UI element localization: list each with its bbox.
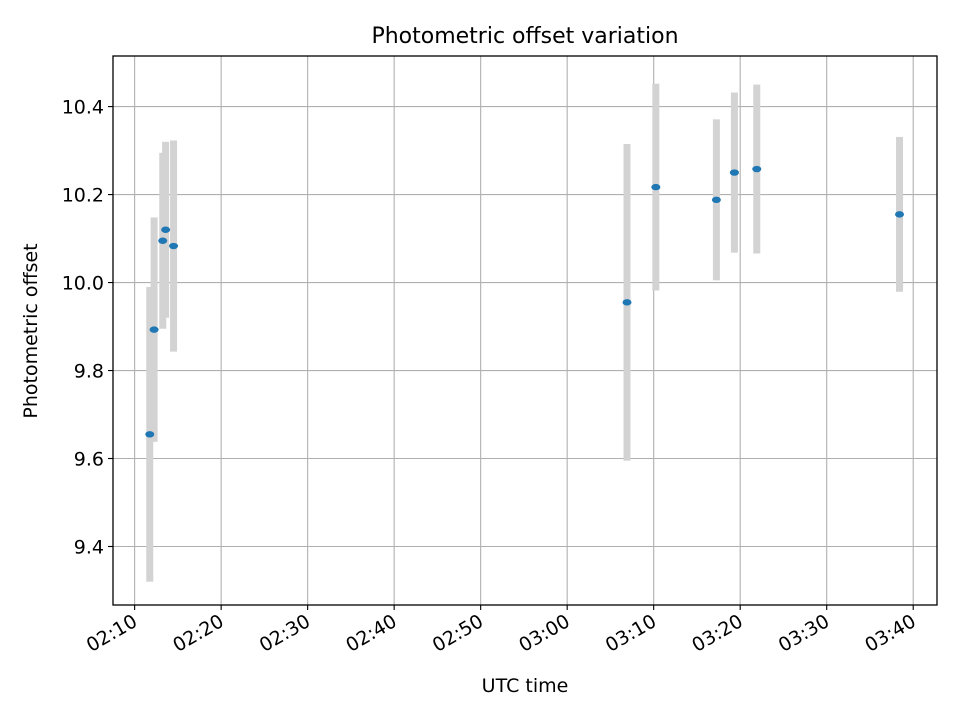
data-points — [145, 165, 905, 438]
data-point — [651, 183, 661, 191]
data-point — [158, 237, 168, 244]
data-point — [895, 211, 905, 218]
data-point — [729, 169, 739, 176]
y-tick-label: 9.8 — [74, 361, 104, 383]
chart-title: Photometric offset variation — [371, 24, 678, 49]
data-point — [161, 226, 171, 233]
data-point — [169, 242, 179, 250]
data-point — [622, 299, 632, 306]
y-tick-label: 10.4 — [62, 97, 104, 119]
x-axis-label: UTC time — [482, 675, 569, 697]
y-tick-label: 10.0 — [62, 273, 104, 295]
data-point — [752, 165, 762, 173]
plot-area-frame — [112, 55, 938, 606]
data-point — [145, 431, 155, 438]
data-point — [711, 196, 721, 204]
y-tick-label: 9.6 — [74, 449, 104, 471]
grid — [113, 56, 937, 605]
y-tick-label: 10.2 — [62, 185, 104, 207]
data-point — [149, 326, 159, 333]
y-tick-label: 9.4 — [74, 536, 104, 558]
y-axis-label: Photometric offset — [20, 243, 42, 418]
